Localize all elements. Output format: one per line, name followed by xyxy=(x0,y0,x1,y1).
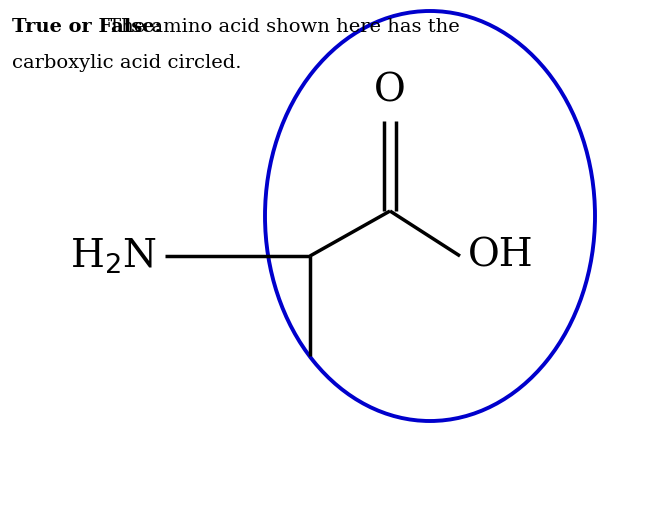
Text: True or False:: True or False: xyxy=(12,18,162,36)
Text: O: O xyxy=(374,72,406,109)
Text: The amino acid shown here has the: The amino acid shown here has the xyxy=(108,18,460,36)
Text: OH: OH xyxy=(468,238,534,274)
Text: carboxylic acid circled.: carboxylic acid circled. xyxy=(12,54,242,72)
Text: H$_2$N: H$_2$N xyxy=(70,237,157,275)
